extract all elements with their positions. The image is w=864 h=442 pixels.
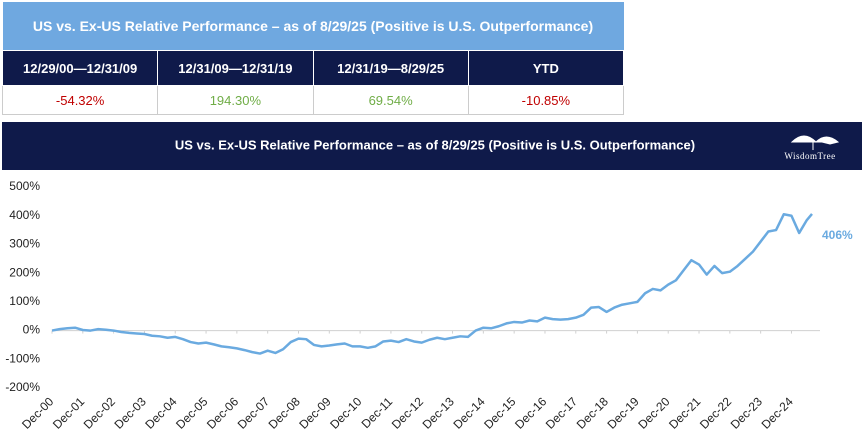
x-tick-label: Dec-17 xyxy=(543,394,580,431)
summary-table: US vs. Ex-US Relative Performance – as o… xyxy=(1,2,625,115)
x-tick-label: Dec-12 xyxy=(389,394,426,431)
column-header: 12/31/19—8/29/25 xyxy=(312,50,469,86)
table-title: US vs. Ex-US Relative Performance – as o… xyxy=(2,2,624,51)
x-tick-label: Dec-22 xyxy=(697,394,734,431)
x-tick-label: Dec-09 xyxy=(296,394,333,431)
x-tick-label: Dec-10 xyxy=(327,394,364,431)
x-tick-label: Dec-01 xyxy=(50,394,87,431)
y-tick-label: 300% xyxy=(9,237,40,251)
cell: 69.54% xyxy=(312,85,469,115)
x-tick-label: Dec-08 xyxy=(266,394,303,431)
y-tick-label: -200% xyxy=(5,380,40,394)
x-tick-label: Dec-11 xyxy=(359,394,396,431)
header-row: 12/29/00—12/31/09 12/31/09—12/31/19 12/31/… xyxy=(1,50,625,86)
x-tick-label: Dec-14 xyxy=(450,394,487,431)
y-tick-label: 0% xyxy=(23,323,41,337)
x-tick-label: Dec-04 xyxy=(142,394,179,431)
x-tick-label: Dec-19 xyxy=(605,394,642,431)
x-tick-label: Dec-03 xyxy=(112,394,149,431)
x-tick-label: Dec-13 xyxy=(420,394,457,431)
y-tick-label: -100% xyxy=(5,351,40,365)
x-tick-label: Dec-16 xyxy=(512,394,549,431)
cell: -10.85% xyxy=(467,85,625,115)
column-header: 12/29/00—12/31/09 xyxy=(1,50,159,86)
x-tick-label: Dec-06 xyxy=(204,394,241,431)
x-tick-label: Dec-21 xyxy=(666,394,703,431)
y-tick-label: 100% xyxy=(9,294,40,308)
cell: 194.30% xyxy=(157,85,314,115)
value-row: -54.32% 194.30% 69.54% -10.85% xyxy=(1,85,625,115)
x-tick-label: Dec-23 xyxy=(728,394,765,431)
x-tick-label: Dec-15 xyxy=(481,394,518,431)
column-header: YTD xyxy=(467,50,625,86)
cell: -54.32% xyxy=(1,85,159,115)
chart-title: US vs. Ex-US Relative Performance – as o… xyxy=(175,137,695,152)
y-tick-label: 400% xyxy=(9,208,40,222)
chart-header xyxy=(2,122,862,170)
x-tick-label: Dec-24 xyxy=(759,394,796,431)
value-label: 406% xyxy=(822,228,853,242)
x-tick-label: Dec-00 xyxy=(19,394,56,431)
line xyxy=(51,213,813,355)
logo-tree xyxy=(790,135,840,150)
x-tick-label: Dec-20 xyxy=(635,394,672,431)
logo: WisdomTree xyxy=(784,151,835,161)
x-tick-label: Dec-02 xyxy=(81,394,118,431)
x-tick-label: Dec-05 xyxy=(173,394,210,431)
x-tick-label: Dec-07 xyxy=(235,394,272,431)
y-tick-label: 500% xyxy=(9,179,40,193)
x-tick-label: Dec-18 xyxy=(574,394,611,431)
y-tick-label: 200% xyxy=(9,265,40,279)
